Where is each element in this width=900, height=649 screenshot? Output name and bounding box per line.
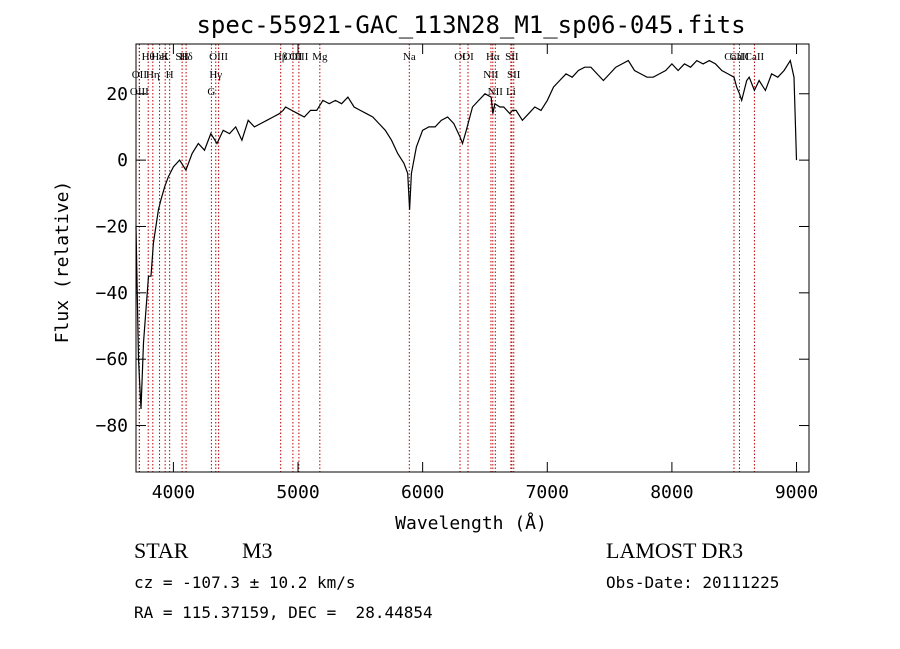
line-marker-label: CaII bbox=[724, 51, 744, 63]
line-marker-label: Hα bbox=[486, 51, 500, 63]
y-tick-label: −60 bbox=[95, 349, 128, 370]
coordinates-readout: RA = 115.37159, DEC = 28.44854 bbox=[134, 603, 433, 622]
x-tick-label: 6000 bbox=[401, 482, 444, 503]
spectral-class: STAR bbox=[134, 538, 189, 563]
x-tick-label: 4000 bbox=[152, 482, 195, 503]
line-marker-label: K bbox=[161, 51, 169, 63]
line-marker-label: Hη bbox=[146, 69, 160, 81]
x-axis-label: Wavelength (Å) bbox=[395, 512, 547, 534]
line-marker-label: OIII bbox=[209, 51, 228, 63]
line-marker-label: SII bbox=[505, 51, 519, 63]
line-marker-label: Hγ bbox=[209, 69, 222, 81]
line-marker-label: H bbox=[166, 69, 174, 81]
survey-label: LAMOST DR3 bbox=[606, 538, 744, 563]
x-tick-label: 5000 bbox=[276, 482, 319, 503]
y-axis-label: Flux (relative) bbox=[52, 181, 73, 344]
plot-frame bbox=[135, 43, 810, 473]
line-marker-label: OI bbox=[462, 51, 474, 63]
y-tick-label: −20 bbox=[95, 216, 128, 237]
line-marker-label: SII bbox=[175, 51, 189, 63]
line-marker-label: HeI bbox=[151, 51, 168, 63]
line-marker-label: Li bbox=[506, 86, 516, 98]
x-tick-label: 7000 bbox=[526, 482, 569, 503]
line-marker-label: G bbox=[207, 86, 215, 98]
line-marker-label: Hθ bbox=[142, 51, 155, 63]
y-axis: −80 −60 −40 −20 0 20 bbox=[95, 84, 809, 437]
x-tick-label: 9000 bbox=[775, 482, 818, 503]
y-tick-label: 0 bbox=[117, 150, 128, 171]
observation-date: Obs-Date: 20111225 bbox=[606, 573, 780, 592]
y-tick-label: −40 bbox=[95, 283, 128, 304]
line-marker-label: Mg bbox=[312, 51, 328, 63]
line-marker-label: Hδ bbox=[180, 51, 193, 63]
redshift-readout: cz = -107.3 ± 10.2 km/s bbox=[134, 573, 356, 592]
line-marker-label: NII bbox=[483, 69, 499, 81]
spectrum-line bbox=[135, 59, 798, 410]
line-marker-label: Hβ bbox=[274, 51, 288, 63]
y-tick-label: 20 bbox=[106, 84, 128, 105]
line-marker-label: OIII bbox=[289, 51, 308, 63]
line-marker-label: SII bbox=[507, 69, 521, 81]
line-marker-label: OIII bbox=[130, 86, 149, 98]
spectral-subclass: M3 bbox=[242, 538, 273, 563]
line-marker-label: OI bbox=[454, 51, 466, 63]
line-marker-group bbox=[138, 44, 755, 472]
chart-title: spec-55921-GAC_113N28_M1_sp06-045.fits bbox=[196, 11, 745, 39]
line-marker-label: CaII bbox=[730, 51, 750, 63]
x-tick-label: 8000 bbox=[650, 482, 693, 503]
line-marker-label: Na bbox=[403, 51, 416, 63]
y-tick-label: −80 bbox=[95, 416, 128, 437]
line-marker-label: NII bbox=[488, 86, 504, 98]
x-axis: 4000 5000 6000 7000 8000 9000 bbox=[152, 44, 818, 503]
line-marker-label: CaII bbox=[745, 51, 765, 63]
